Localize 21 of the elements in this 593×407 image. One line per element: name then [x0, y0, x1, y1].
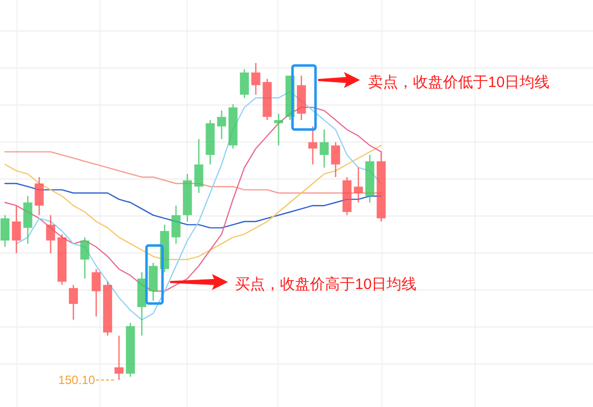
candlestick — [320, 128, 329, 168]
candlestick — [114, 334, 124, 381]
candlestick — [172, 205, 180, 244]
candlestick — [80, 236, 90, 280]
candlestick — [0, 214, 10, 248]
candlestick — [251, 62, 260, 96]
candlestick — [354, 166, 363, 204]
candlestick — [68, 284, 78, 320]
candlestick — [308, 126, 318, 166]
annotation: 买点，收盘价高于10日均线 — [235, 276, 417, 293]
candlestick — [46, 214, 56, 254]
candlestick — [217, 110, 226, 140]
candlestick — [12, 205, 21, 254]
annotation: 150.10 — [58, 373, 96, 387]
annotation: 卖点，收盘价低于10日均线 — [368, 74, 550, 91]
candlestick — [331, 142, 340, 178]
candlestick — [92, 268, 101, 318]
candlestick — [194, 138, 204, 194]
candlestick — [274, 113, 284, 146]
candlestick — [34, 176, 44, 216]
candlestick — [240, 68, 249, 99]
